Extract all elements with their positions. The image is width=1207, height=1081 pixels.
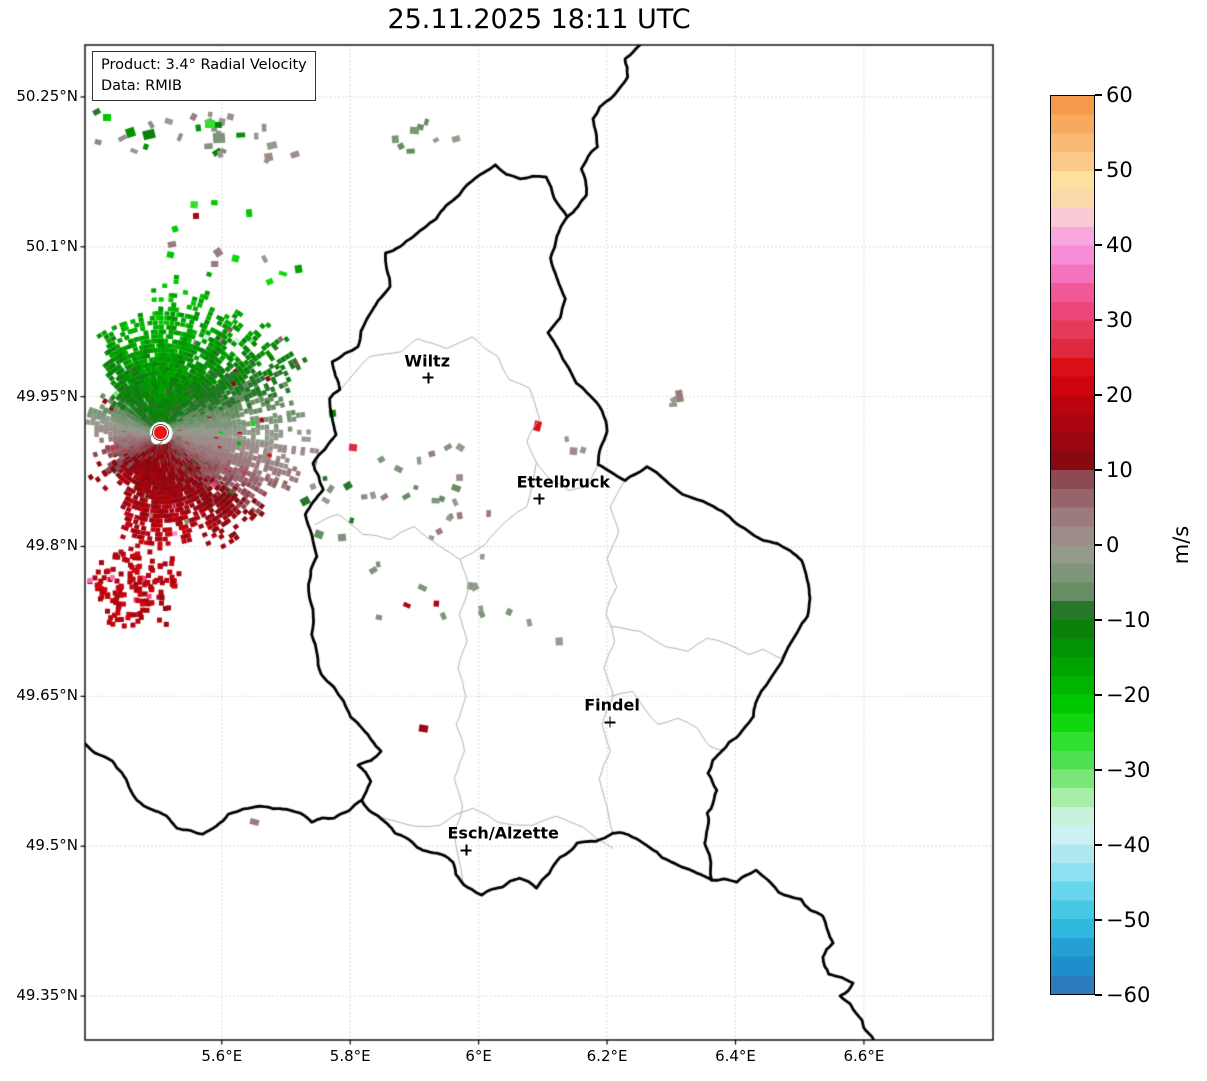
city-marker-icon	[604, 716, 616, 728]
colorbar-tick-label: 10	[1106, 458, 1133, 482]
y-tick-label: 49.8°N	[25, 536, 78, 555]
colorbar-tick-label: −20	[1106, 683, 1151, 707]
y-tick-label: 50.1°N	[25, 236, 78, 255]
colorbar-tick-label: 30	[1106, 308, 1133, 332]
x-tick-label: 6.4°E	[715, 1047, 756, 1065]
plot-title: 25.11.2025 18:11 UTC	[387, 4, 691, 35]
colorbar-tick	[1095, 694, 1102, 696]
colorbar-tick	[1095, 769, 1102, 771]
colorbar-tick-label: 20	[1106, 383, 1133, 407]
colorbar-tick	[1095, 619, 1102, 621]
colorbar-tick	[1095, 244, 1102, 246]
colorbar-tick-label: 0	[1106, 533, 1120, 557]
colorbar-tick-label: 40	[1106, 233, 1133, 257]
city-label: Ettelbruck	[516, 472, 611, 492]
colorbar-tick-label: −30	[1106, 758, 1151, 782]
city-label: Wiltz	[404, 351, 451, 371]
colorbar	[1050, 95, 1095, 995]
x-tick-label: 6.2°E	[586, 1047, 628, 1065]
colorbar-tick	[1095, 394, 1102, 396]
x-tick-label: 6°E	[465, 1047, 492, 1065]
x-tick-label: 5.6°E	[201, 1047, 243, 1065]
x-tick-label: 5.8°E	[329, 1047, 371, 1065]
colorbar-tick	[1095, 469, 1102, 471]
colorbar-unit-label: m/s	[1169, 525, 1193, 565]
y-tick-label: 49.5°N	[25, 836, 78, 855]
colorbar-tick	[1095, 994, 1102, 996]
colorbar-gradient	[1051, 96, 1094, 994]
colorbar-tick	[1095, 319, 1102, 321]
radar-site-marker	[153, 425, 169, 441]
colorbar-tick-label: −60	[1106, 983, 1151, 1007]
product-info-box: Product: 3.4° Radial Velocity Data: RMIB	[92, 51, 316, 102]
y-tick-label: 50.25°N	[16, 86, 78, 105]
colorbar-tick-label: −40	[1106, 833, 1151, 857]
city-label: Esch/Alzette	[447, 823, 559, 843]
y-tick-label: 49.65°N	[16, 686, 78, 705]
city-marker-icon	[422, 372, 434, 384]
city-label: Findel	[584, 695, 640, 715]
colorbar-tick	[1095, 544, 1102, 546]
colorbar-tick-label: 60	[1106, 83, 1133, 107]
colorbar-tick	[1095, 94, 1102, 96]
x-tick-label: 6.6°E	[843, 1047, 885, 1065]
colorbar-tick	[1095, 919, 1102, 921]
colorbar-tick	[1095, 844, 1102, 846]
y-tick-label: 49.95°N	[16, 386, 78, 405]
colorbar-tick-label: 50	[1106, 158, 1133, 182]
colorbar-tick-label: −10	[1106, 608, 1151, 632]
city-marker-icon	[533, 493, 545, 505]
colorbar-tick-label: −50	[1106, 908, 1151, 932]
colorbar-tick	[1095, 169, 1102, 171]
data-source-line: Data: RMIB	[101, 77, 182, 94]
y-tick-label: 49.35°N	[16, 986, 78, 1005]
city-marker-icon	[460, 844, 472, 856]
product-line: Product: 3.4° Radial Velocity	[101, 57, 307, 73]
